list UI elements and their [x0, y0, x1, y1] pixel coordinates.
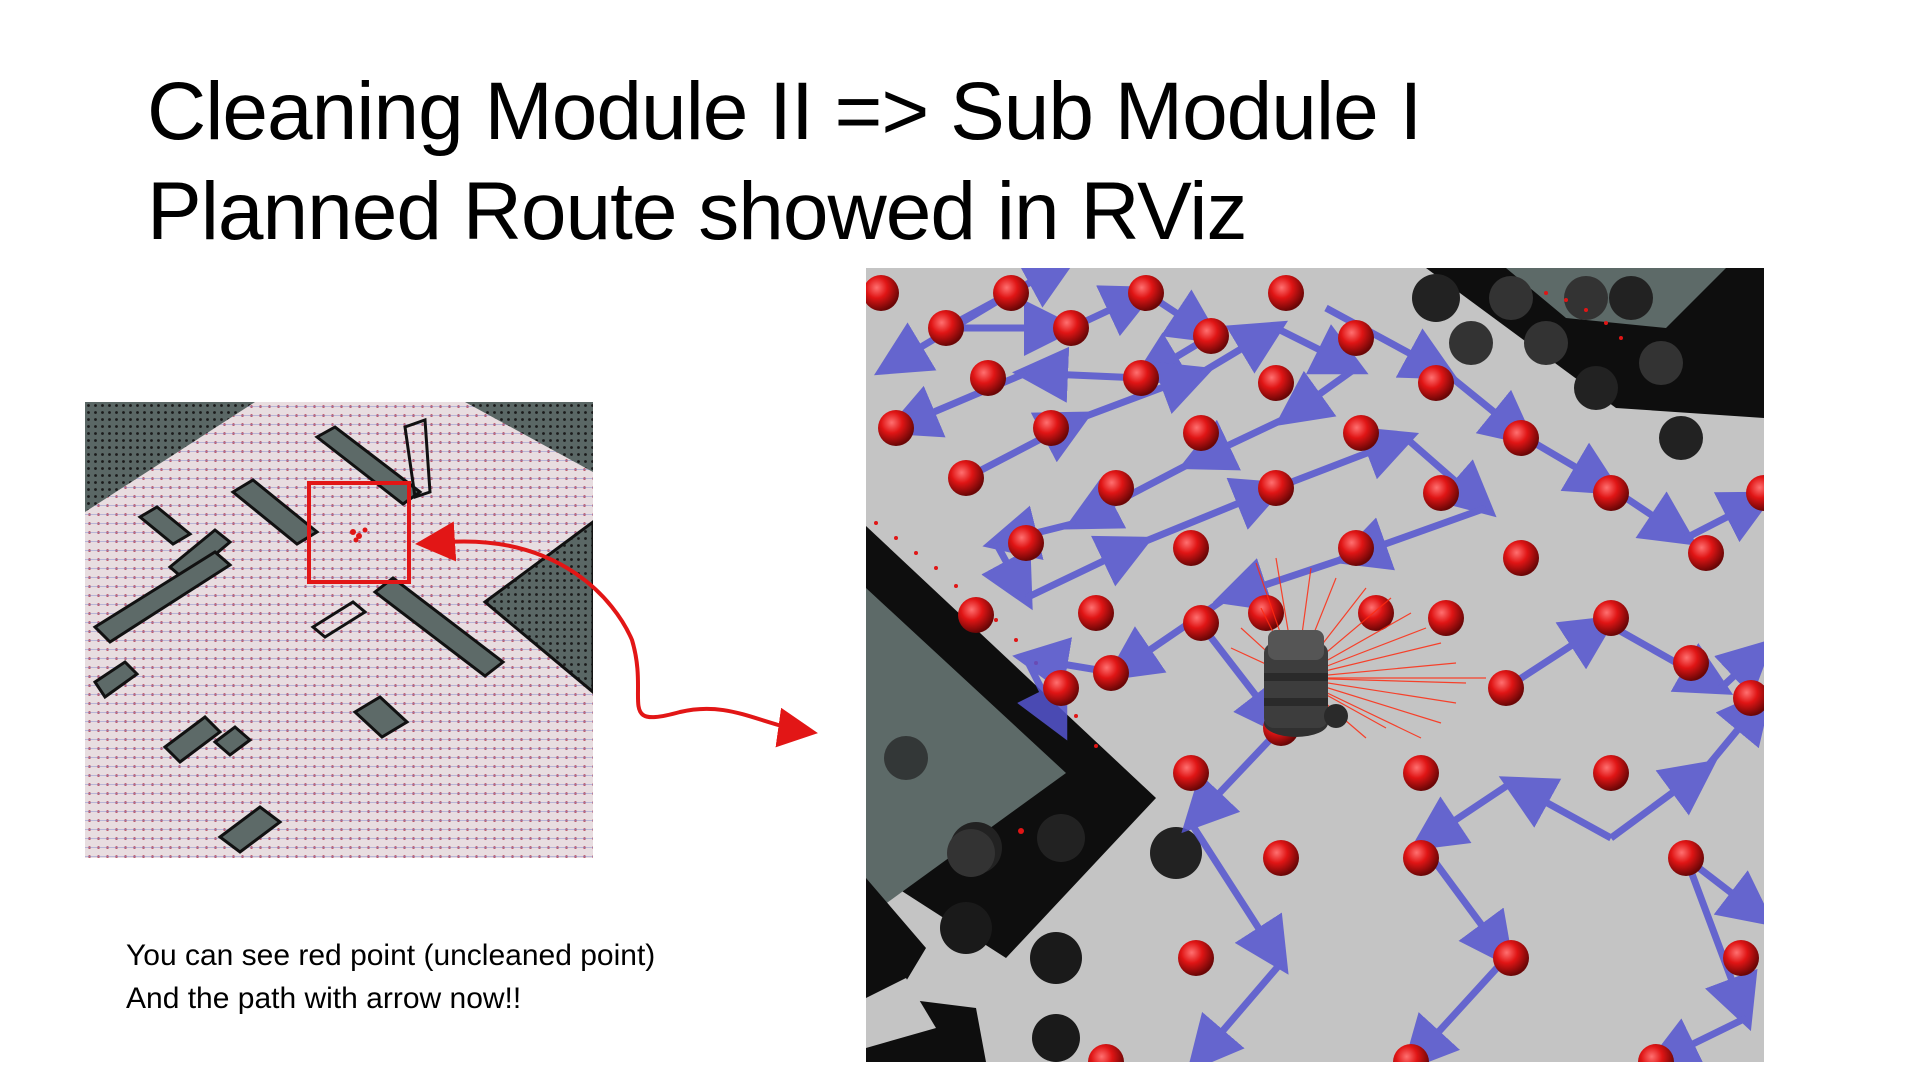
slide-caption: You can see red point (uncleaned point) … — [126, 934, 655, 1020]
rviz-route-view — [866, 268, 1764, 1062]
title-line-1: Cleaning Module II => Sub Module I — [147, 66, 1422, 157]
caption-line-2: And the path with arrow now!! — [126, 982, 522, 1015]
slide-title: Cleaning Module II => Sub Module I Plann… — [147, 62, 1422, 262]
highlight-box — [307, 481, 411, 584]
overview-map-image — [85, 402, 593, 858]
title-line-2: Planned Route showed in RViz — [147, 166, 1248, 257]
caption-line-1: You can see red point (uncleaned point) — [126, 939, 656, 972]
robot-icon — [1264, 630, 1348, 737]
